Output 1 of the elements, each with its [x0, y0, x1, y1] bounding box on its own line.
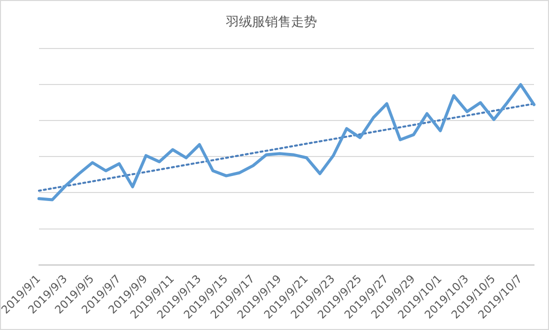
chart-title: 羽绒服销售走势: [225, 15, 317, 30]
